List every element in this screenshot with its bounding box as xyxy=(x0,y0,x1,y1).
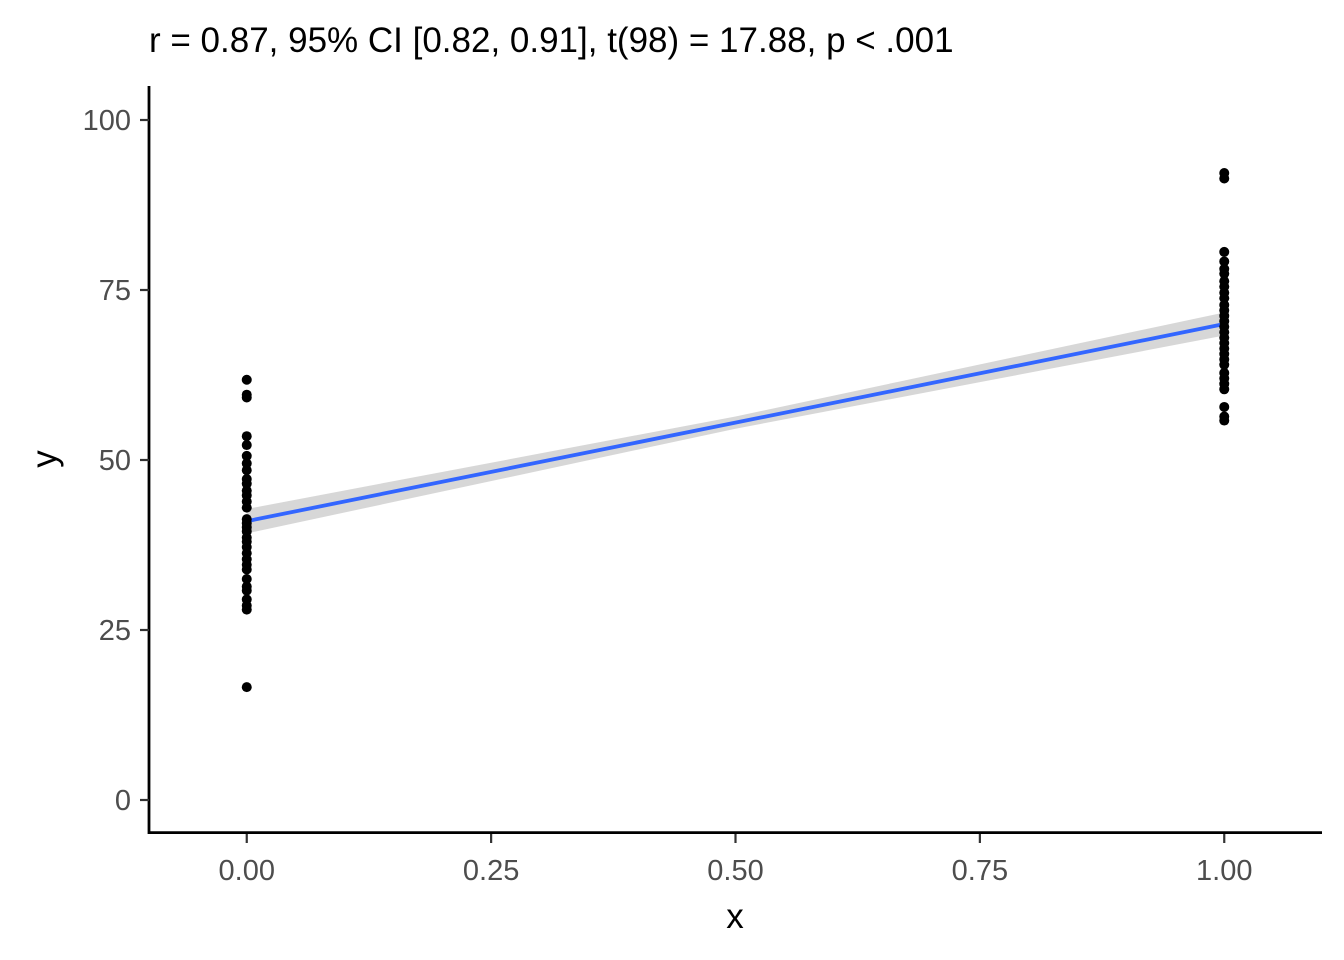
data-point xyxy=(1219,415,1230,426)
y-tick-label: 50 xyxy=(99,445,131,477)
data-point xyxy=(1219,173,1230,184)
data-point xyxy=(1219,268,1230,279)
data-point xyxy=(241,502,252,513)
regression-line xyxy=(246,322,1225,524)
data-point xyxy=(241,440,252,451)
y-axis-ticks: 0 25 50 75 100 xyxy=(83,105,149,817)
x-tick-label: 1.00 xyxy=(1196,855,1252,887)
data-point xyxy=(1219,401,1230,412)
x-axis-title: x xyxy=(726,897,744,936)
data-point xyxy=(1219,246,1230,257)
data-point xyxy=(241,374,252,385)
x-tick-label: 0.50 xyxy=(707,855,763,887)
data-point xyxy=(241,604,252,615)
data-point xyxy=(241,574,252,584)
y-tick-label: 75 xyxy=(99,275,131,307)
x-axis-ticks: 0.00 0.25 0.50 0.75 1.00 xyxy=(219,834,1252,887)
y-tick-label: 100 xyxy=(83,105,131,137)
y-tick-label: 0 xyxy=(115,785,131,817)
y-axis-title: y xyxy=(25,450,64,468)
x-tick-label: 0.75 xyxy=(952,855,1008,887)
data-point xyxy=(241,564,252,575)
data-point xyxy=(241,585,252,596)
x-tick-label: 0.25 xyxy=(463,855,519,887)
data-point xyxy=(1219,384,1230,395)
data-point xyxy=(241,392,252,403)
data-point xyxy=(241,682,252,693)
data-point xyxy=(241,431,252,442)
data-point xyxy=(241,465,252,476)
x-tick-label: 0.00 xyxy=(219,855,275,887)
data-point xyxy=(1219,359,1230,370)
y-tick-label: 25 xyxy=(99,615,131,647)
data-point xyxy=(1219,256,1230,267)
data-points-layer xyxy=(241,168,1230,693)
fit-line-layer xyxy=(246,322,1225,524)
chart-title: r = 0.87, 95% CI [0.82, 0.91], t(98) = 1… xyxy=(149,21,954,60)
data-point xyxy=(241,450,252,461)
